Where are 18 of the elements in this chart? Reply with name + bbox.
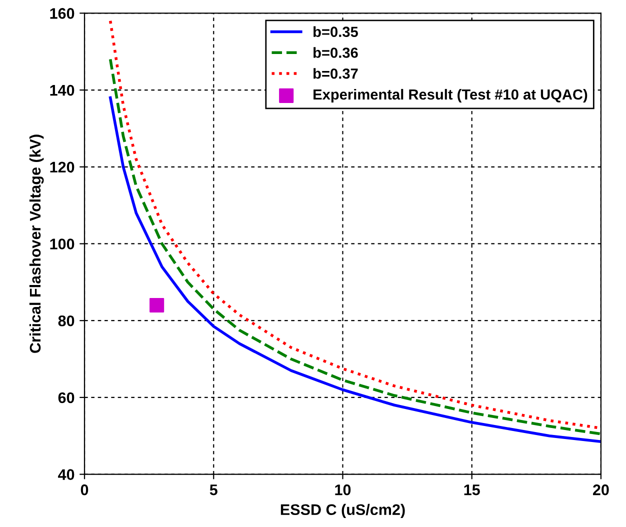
y-tick-label: 160: [50, 8, 74, 19]
x-tick-label: 20: [592, 484, 609, 496]
x-tick-label: 15: [464, 484, 480, 496]
y-tick-label: 140: [50, 84, 74, 96]
y-axis-title: Critical Flashover Voltage (kV): [29, 134, 44, 353]
legend-label: b=0.37: [314, 68, 358, 79]
y-tick-label: 60: [58, 392, 74, 404]
legend-label: b=0.35: [314, 26, 358, 38]
y-tick-label: 120: [50, 162, 74, 173]
x-tick-label: 10: [335, 484, 351, 496]
x-axis-title: ESSD C (uS/cm2): [280, 504, 405, 518]
y-tick-label: 80: [58, 315, 74, 326]
y-tick-label: 100: [50, 238, 74, 250]
x-tick-label: 0: [80, 484, 88, 496]
legend-label: b=0.36: [314, 47, 358, 58]
y-tick-label: 40: [58, 469, 74, 480]
x-tick-label: 5: [210, 484, 218, 496]
legend-label: Experimental Result (Test #10 at UQAC): [314, 88, 588, 103]
